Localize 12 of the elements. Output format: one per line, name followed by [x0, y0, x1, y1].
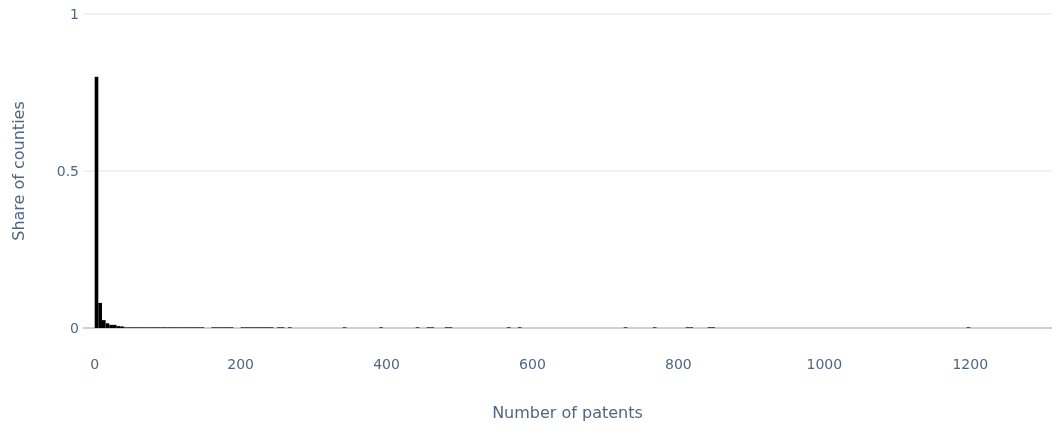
- y-tick-label: 1: [70, 5, 79, 22]
- x-tick-label: 1000: [806, 356, 843, 372]
- x-tick-label: 800: [665, 356, 692, 372]
- y-tick-label: 0: [70, 319, 79, 336]
- x-tick-label: 400: [373, 356, 400, 372]
- y-axis-title: Share of counties: [9, 101, 28, 241]
- x-tick-label: 200: [227, 356, 254, 372]
- x-tick-label: 0: [90, 356, 100, 372]
- x-tick-label: 600: [519, 356, 546, 372]
- y-tick-label: 0.5: [56, 162, 79, 179]
- x-tick-label: 1200: [952, 356, 989, 372]
- x-axis-title: Number of patents: [492, 403, 643, 422]
